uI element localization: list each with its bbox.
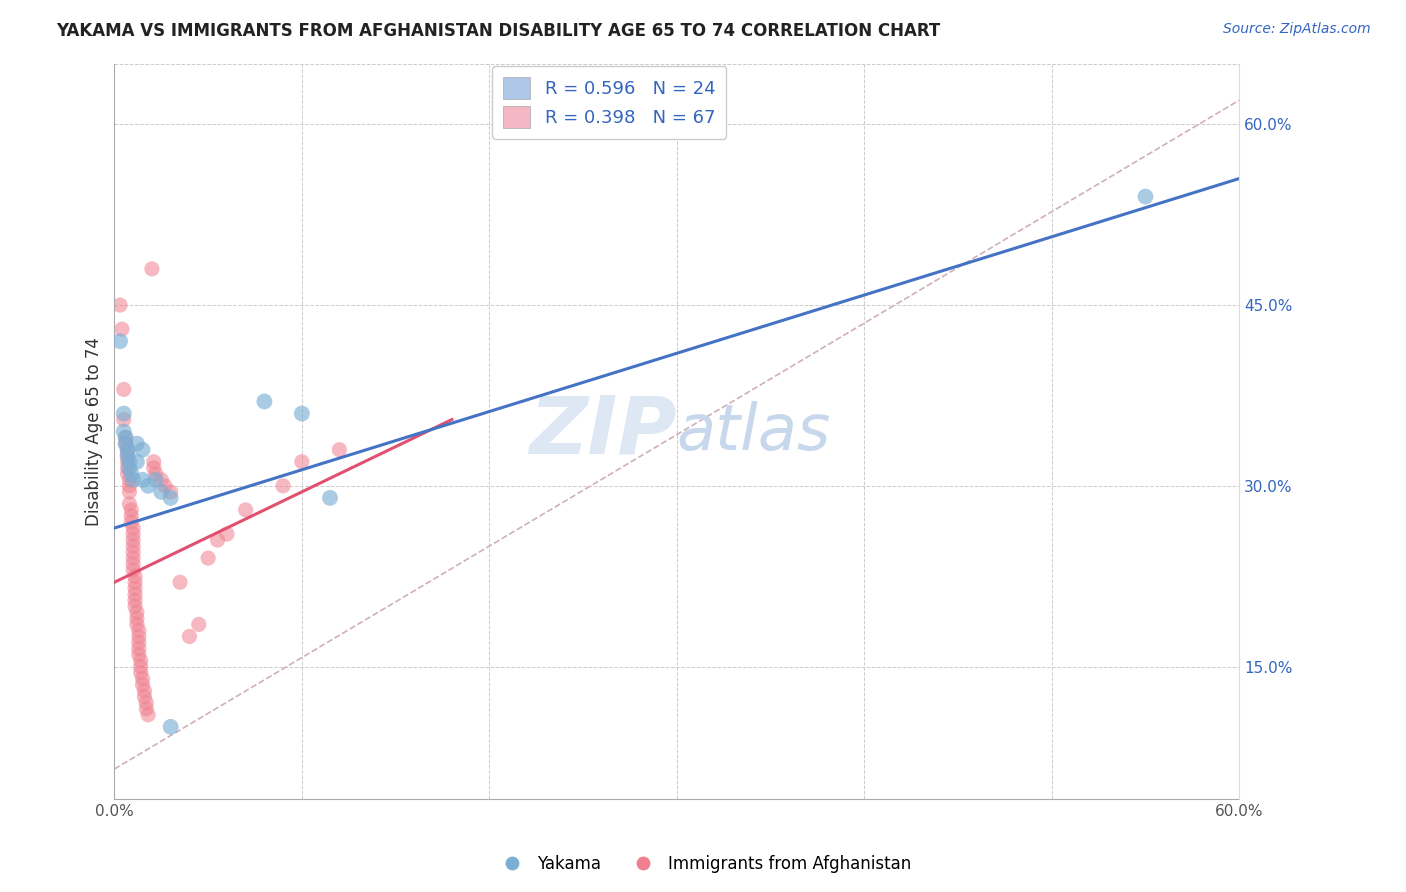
Point — [235, 503, 257, 517]
Point — [1135, 189, 1157, 203]
Point — [114, 436, 136, 450]
Point — [120, 503, 142, 517]
Point — [207, 533, 229, 547]
Point — [197, 551, 219, 566]
Point — [169, 575, 191, 590]
Point — [179, 630, 201, 644]
Point — [122, 533, 145, 547]
Point — [108, 298, 131, 312]
Point — [129, 659, 152, 673]
Point — [117, 467, 139, 481]
Point — [124, 593, 146, 607]
Point — [131, 442, 153, 457]
Point — [145, 473, 167, 487]
Point — [150, 473, 173, 487]
Text: Source: ZipAtlas.com: Source: ZipAtlas.com — [1223, 22, 1371, 37]
Point — [117, 455, 139, 469]
Point — [124, 587, 146, 601]
Point — [145, 467, 167, 481]
Text: YAKAMA VS IMMIGRANTS FROM AFGHANISTAN DISABILITY AGE 65 TO 74 CORRELATION CHART: YAKAMA VS IMMIGRANTS FROM AFGHANISTAN DI… — [56, 22, 941, 40]
Point — [124, 569, 146, 583]
Text: ZIP: ZIP — [530, 392, 676, 471]
Point — [135, 702, 157, 716]
Point — [122, 527, 145, 541]
Y-axis label: Disability Age 65 to 74: Disability Age 65 to 74 — [86, 337, 103, 526]
Point — [253, 394, 276, 409]
Point — [112, 383, 135, 397]
Point — [125, 455, 148, 469]
Point — [122, 539, 145, 553]
Legend: Yakama, Immigrants from Afghanistan: Yakama, Immigrants from Afghanistan — [488, 848, 918, 880]
Point — [142, 455, 165, 469]
Point — [125, 436, 148, 450]
Point — [122, 473, 145, 487]
Point — [291, 455, 314, 469]
Point — [117, 460, 139, 475]
Point — [187, 617, 209, 632]
Point — [118, 473, 141, 487]
Point — [159, 720, 181, 734]
Point — [120, 515, 142, 529]
Point — [153, 479, 176, 493]
Point — [291, 407, 314, 421]
Point — [118, 484, 141, 499]
Point — [129, 665, 152, 680]
Point — [124, 599, 146, 614]
Point — [114, 431, 136, 445]
Point — [271, 479, 294, 493]
Point — [111, 322, 134, 336]
Point — [159, 491, 181, 505]
Point — [128, 630, 150, 644]
Point — [328, 442, 350, 457]
Point — [122, 557, 145, 571]
Point — [141, 261, 163, 276]
Point — [114, 431, 136, 445]
Point — [120, 467, 142, 481]
Point — [118, 479, 141, 493]
Point — [117, 442, 139, 457]
Point — [136, 479, 159, 493]
Point — [134, 690, 156, 704]
Point — [118, 460, 141, 475]
Point — [129, 654, 152, 668]
Point — [128, 648, 150, 662]
Point — [114, 436, 136, 450]
Point — [215, 527, 238, 541]
Point — [112, 412, 135, 426]
Point — [319, 491, 342, 505]
Point — [124, 581, 146, 595]
Point — [125, 606, 148, 620]
Point — [122, 545, 145, 559]
Point — [125, 617, 148, 632]
Point — [135, 696, 157, 710]
Point — [131, 473, 153, 487]
Point — [112, 425, 135, 439]
Point — [142, 460, 165, 475]
Point — [125, 611, 148, 625]
Legend: R = 0.596   N = 24, R = 0.398   N = 67: R = 0.596 N = 24, R = 0.398 N = 67 — [492, 66, 727, 138]
Point — [131, 672, 153, 686]
Point — [117, 449, 139, 463]
Point — [112, 407, 135, 421]
Point — [108, 334, 131, 349]
Point — [134, 683, 156, 698]
Point — [124, 575, 146, 590]
Point — [117, 449, 139, 463]
Point — [122, 563, 145, 577]
Point — [117, 442, 139, 457]
Point — [128, 624, 150, 638]
Point — [159, 484, 181, 499]
Point — [131, 678, 153, 692]
Point — [150, 484, 173, 499]
Point — [136, 707, 159, 722]
Point — [118, 497, 141, 511]
Text: atlas: atlas — [676, 401, 831, 463]
Point — [122, 521, 145, 535]
Point — [120, 508, 142, 523]
Point — [128, 641, 150, 656]
Point — [118, 455, 141, 469]
Point — [122, 551, 145, 566]
Point — [128, 635, 150, 649]
